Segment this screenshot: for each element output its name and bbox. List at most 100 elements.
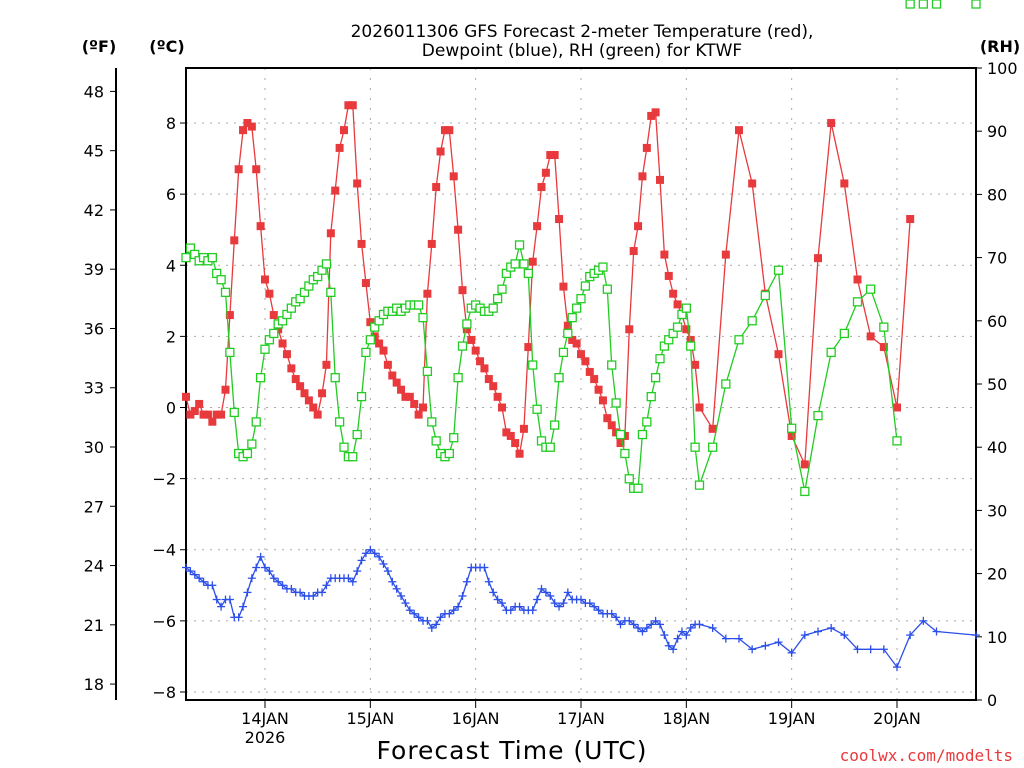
temperature-point (309, 403, 318, 412)
rh-point (545, 442, 555, 452)
temperature-point (462, 325, 471, 334)
temperature-point (528, 257, 537, 266)
temperature-point (647, 111, 656, 120)
temperature-point (225, 311, 234, 320)
rh-point (558, 347, 569, 358)
dewpoint-point (774, 638, 783, 647)
dewpoint-point (906, 631, 915, 640)
rh-point (488, 303, 498, 313)
fahrenheit-tick-label: 30 (84, 438, 104, 457)
temperature-point (427, 239, 436, 248)
dewpoint-point (607, 609, 616, 618)
temperature-point (906, 215, 915, 224)
rh-point (694, 480, 705, 490)
rh-point (449, 433, 459, 443)
temperature-point (748, 179, 757, 188)
dewpoint-point (866, 645, 875, 654)
temperature-point (489, 382, 498, 391)
rh-point (229, 407, 239, 418)
temperature-point (278, 339, 287, 348)
temperature-line (185, 104, 911, 465)
dewpoint-point (708, 623, 717, 632)
dewpoint-point (379, 559, 388, 568)
rh-point (931, 0, 942, 9)
credit-link[interactable]: coolwx.com/modelts (840, 746, 1013, 765)
temperature-point (555, 215, 564, 224)
rh-point (598, 262, 608, 272)
temperature-point (735, 126, 743, 135)
temperature-point (340, 126, 348, 135)
temperature-point (203, 410, 212, 419)
dewpoint-point (462, 577, 471, 586)
dewpoint-point (423, 616, 432, 625)
rh-point (242, 448, 253, 459)
dewpoint-point (274, 577, 283, 586)
temperature-point (691, 360, 700, 369)
temperature-point (405, 392, 414, 401)
celsius-tick-label: −6 (152, 612, 176, 631)
rh-point (879, 322, 889, 332)
temperature-point (304, 396, 313, 405)
temperature-point (695, 403, 704, 412)
temperature-point (217, 410, 226, 419)
dewpoint-point (247, 574, 256, 583)
dewpoint-point (686, 623, 695, 632)
dewpoint-point (217, 602, 226, 611)
dewpoint-point (972, 631, 980, 640)
fahrenheit-tick-label: 36 (84, 319, 104, 338)
rh-tick-label: 0 (987, 691, 997, 710)
dewpoint-point (397, 591, 406, 600)
temperature-point (419, 403, 427, 412)
dewpoint-point (296, 588, 305, 597)
rh-point (352, 429, 362, 440)
rh-point (760, 290, 770, 301)
temperature-point (269, 311, 278, 320)
temperature-point (660, 250, 669, 259)
temperature-point (524, 343, 533, 352)
rh-point (181, 252, 191, 263)
dewpoint-point (506, 606, 515, 615)
temperature-point (682, 325, 691, 334)
dewpoint-point (489, 588, 498, 597)
x-tick-label: 15JAN (346, 709, 394, 728)
temperature-point (669, 289, 678, 298)
rh-point (431, 436, 441, 446)
dewpoint-point (427, 623, 436, 632)
rh-point (602, 284, 612, 294)
temperature-point (195, 399, 204, 408)
rh-point (681, 303, 691, 313)
rh-tick-label: 50 (987, 375, 1007, 394)
temperature-point (616, 439, 625, 448)
temperature-point (392, 378, 401, 387)
dewpoint-point (239, 602, 248, 611)
rh-point (492, 294, 503, 304)
temperature-point (572, 339, 581, 348)
temperature-point (221, 385, 230, 394)
temperature-point (800, 460, 809, 469)
dewpoint-point (853, 645, 862, 654)
rh-point (216, 275, 226, 285)
rh-tick-label: 20 (987, 565, 1007, 584)
temperature-point (239, 126, 248, 135)
temperature-point (190, 407, 199, 416)
dewpoint-point (673, 634, 682, 643)
rh-point (611, 398, 621, 408)
dewpoint-point (660, 631, 669, 640)
rh-point (207, 252, 217, 263)
dewpoint-point (682, 631, 691, 640)
temperature-point (559, 282, 568, 291)
grid (186, 68, 976, 700)
dewpoint-point (383, 567, 392, 576)
temperature-point (866, 332, 875, 341)
dewpoint-point (634, 623, 643, 632)
x-tick-label: 14JAN (241, 709, 289, 728)
dewpoint-point (594, 606, 603, 615)
dewpoint-point (190, 570, 199, 579)
dewpoint-point (243, 588, 252, 597)
rh-point (260, 344, 270, 354)
rh-point (247, 439, 257, 449)
rh-point (225, 347, 235, 358)
rh-point (852, 297, 863, 307)
temperature-point (296, 382, 305, 391)
x-axis-title: Forecast Time (UTC) (377, 736, 648, 765)
